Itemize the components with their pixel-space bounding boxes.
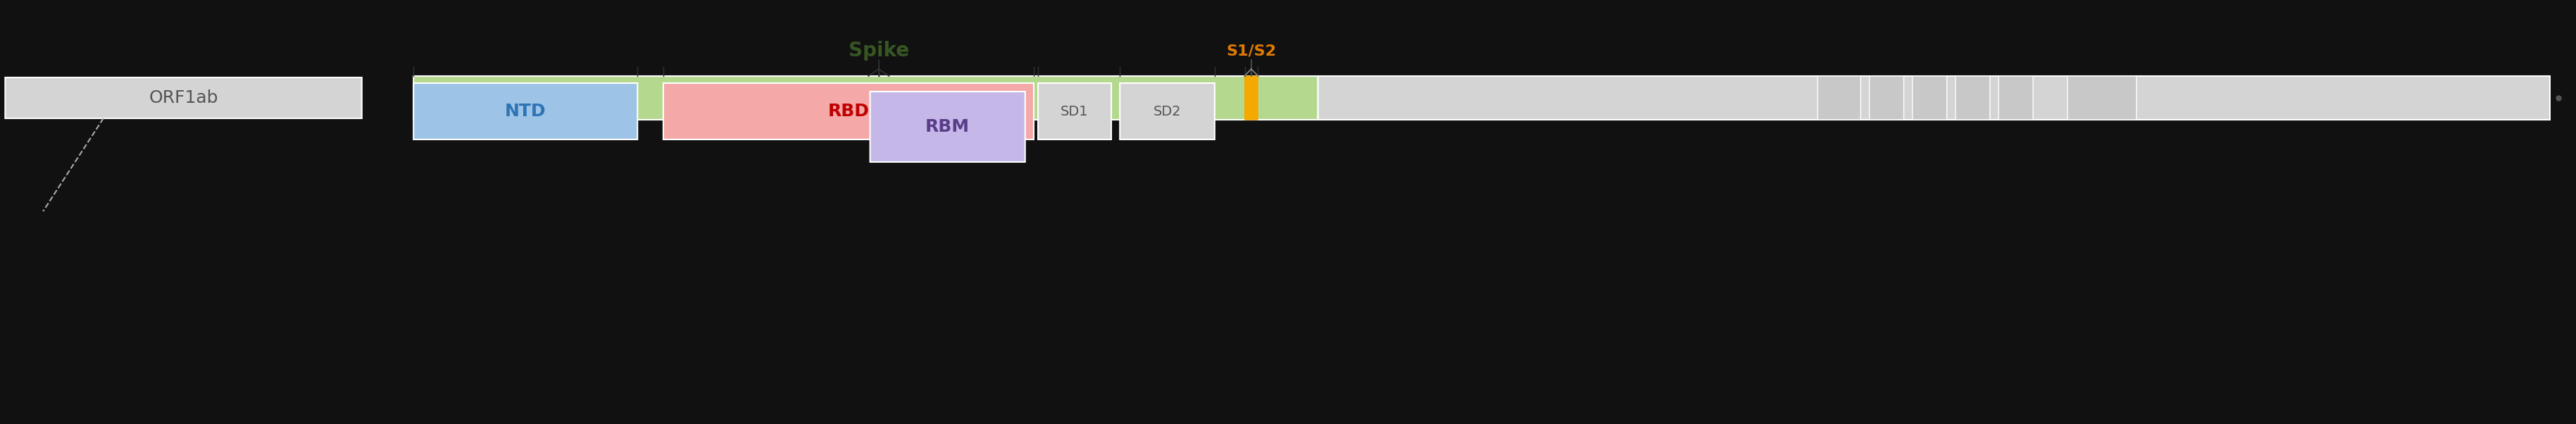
Text: RBM: RBM	[925, 118, 969, 135]
FancyBboxPatch shape	[871, 92, 1025, 162]
FancyBboxPatch shape	[1819, 76, 1860, 120]
Text: RBD: RBD	[827, 103, 868, 120]
Text: SD1: SD1	[1061, 105, 1090, 118]
FancyBboxPatch shape	[1999, 76, 2032, 120]
FancyBboxPatch shape	[1955, 76, 1989, 120]
FancyBboxPatch shape	[415, 83, 636, 139]
Text: SD2: SD2	[1154, 105, 1182, 118]
FancyBboxPatch shape	[1121, 83, 1216, 139]
FancyBboxPatch shape	[1911, 76, 1947, 120]
Text: NTD: NTD	[505, 103, 546, 120]
FancyBboxPatch shape	[5, 78, 361, 118]
Text: Spike: Spike	[848, 41, 909, 61]
FancyBboxPatch shape	[415, 76, 1319, 120]
FancyBboxPatch shape	[1319, 76, 2550, 120]
Text: ORF1ab: ORF1ab	[149, 89, 219, 106]
FancyBboxPatch shape	[1244, 76, 1257, 120]
FancyBboxPatch shape	[2069, 76, 2136, 120]
FancyBboxPatch shape	[662, 83, 1033, 139]
Text: S1/S2: S1/S2	[1226, 44, 1275, 58]
FancyBboxPatch shape	[1038, 83, 1110, 139]
FancyBboxPatch shape	[1870, 76, 1904, 120]
